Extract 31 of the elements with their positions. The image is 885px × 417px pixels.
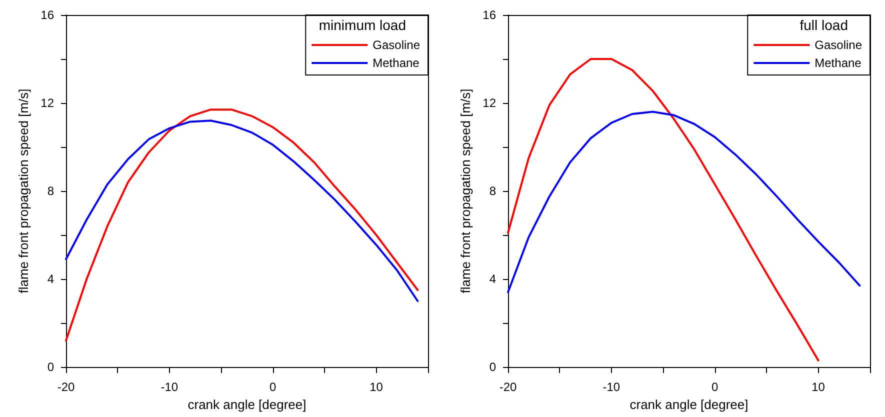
line-series: [507, 110, 861, 294]
legend-title: full load: [800, 17, 848, 33]
x-tick-label: 10: [370, 380, 384, 394]
legend-label: Methane: [814, 56, 862, 70]
line-series: [65, 120, 419, 302]
y-tick-label: 0: [47, 360, 54, 374]
x-tick-label: 0: [270, 380, 277, 394]
y-tick-label: 12: [40, 96, 54, 110]
legend-label: Methane: [372, 56, 420, 70]
y-tick-label: 16: [40, 8, 54, 22]
y-tick-label: 0: [489, 360, 496, 374]
x-tick-label: -10: [602, 380, 620, 394]
y-axis-title: flame front propagation speed [m/s]: [458, 88, 473, 294]
line-series: [65, 108, 419, 342]
y-tick-label: 12: [482, 96, 496, 110]
x-tick-label: -10: [160, 380, 178, 394]
x-tick-label: 0: [712, 380, 719, 394]
y-axis-title: flame front propagation speed [m/s]: [16, 88, 31, 294]
legend-label: Gasoline: [372, 38, 420, 52]
x-axis-title: crank angle [degree]: [188, 396, 306, 412]
y-tick-label: 16: [482, 8, 496, 22]
x-tick-label: -20: [57, 380, 75, 394]
y-tick-label: 8: [489, 184, 496, 198]
y-tick-label: 4: [489, 272, 496, 286]
x-axis-title: crank angle [degree]: [630, 396, 748, 412]
legend-label: Gasoline: [814, 38, 862, 52]
legend-title: minimum load: [318, 17, 406, 33]
x-tick-label: -20: [499, 380, 517, 394]
y-tick-label: 8: [47, 184, 54, 198]
y-tick-label: 4: [47, 272, 54, 286]
x-tick-label: 10: [812, 380, 826, 394]
